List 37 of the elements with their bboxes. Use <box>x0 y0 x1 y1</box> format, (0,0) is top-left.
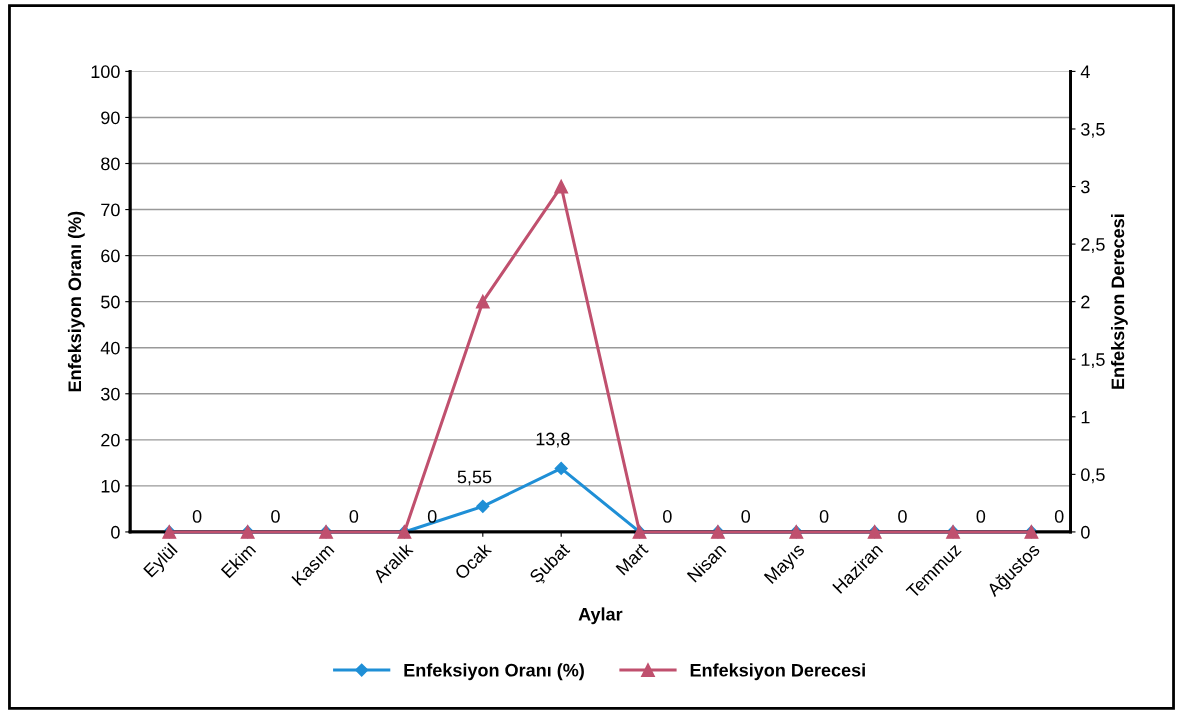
data-label: 0 <box>427 510 437 523</box>
y2-tick-label: 3 <box>1081 180 1090 194</box>
y-tick-label: 90 <box>101 111 120 125</box>
y2-tick-label: 2,5 <box>1081 238 1105 253</box>
y2-tick-label: 4 <box>1080 65 1090 78</box>
legend-label: Enfeksiyon Derecesi <box>690 663 865 681</box>
y2-tick-label: 0,5 <box>1081 468 1105 484</box>
data-label: 0 <box>349 510 359 523</box>
y2-tick-label: 3,5 <box>1081 122 1105 138</box>
y-tick-label: 0 <box>111 525 120 539</box>
y2-tick-label: 0 <box>1081 525 1090 539</box>
legend-label: Enfeksiyon Oranı (%) <box>404 663 584 681</box>
data-label: 0 <box>976 510 986 523</box>
y-tick-label: 80 <box>101 157 120 171</box>
data-label: 0 <box>819 510 829 523</box>
y-tick-label: 40 <box>100 341 120 355</box>
data-label: 0 <box>741 510 751 523</box>
data-label: 0 <box>663 510 672 523</box>
y2-tick-label: 1,5 <box>1081 353 1105 369</box>
y-tick-label: 100 <box>91 65 120 79</box>
data-label: 0 <box>1054 510 1064 523</box>
y-tick-label: 60 <box>101 249 120 263</box>
y-tick-label: 70 <box>101 203 120 217</box>
y-axis-title: Enfeksiyon Oranı (%) <box>67 211 85 392</box>
y2-tick-label: 1 <box>1081 410 1090 424</box>
data-label: 0 <box>192 510 202 523</box>
y2-axis-title: Enfeksiyon Derecesi <box>1110 214 1128 389</box>
data-label: 0 <box>271 510 280 523</box>
x-axis-title: Aylar <box>578 607 623 625</box>
y2-tick-label: 2 <box>1081 295 1090 309</box>
data-label: 13,8 <box>536 432 570 448</box>
y-tick-label: 20 <box>101 433 120 447</box>
y-tick-label: 10 <box>101 479 120 493</box>
y-tick-label: 30 <box>101 387 120 401</box>
y-tick-label: 50 <box>101 295 120 309</box>
data-label: 5,55 <box>457 470 492 486</box>
data-label: 0 <box>898 510 907 523</box>
